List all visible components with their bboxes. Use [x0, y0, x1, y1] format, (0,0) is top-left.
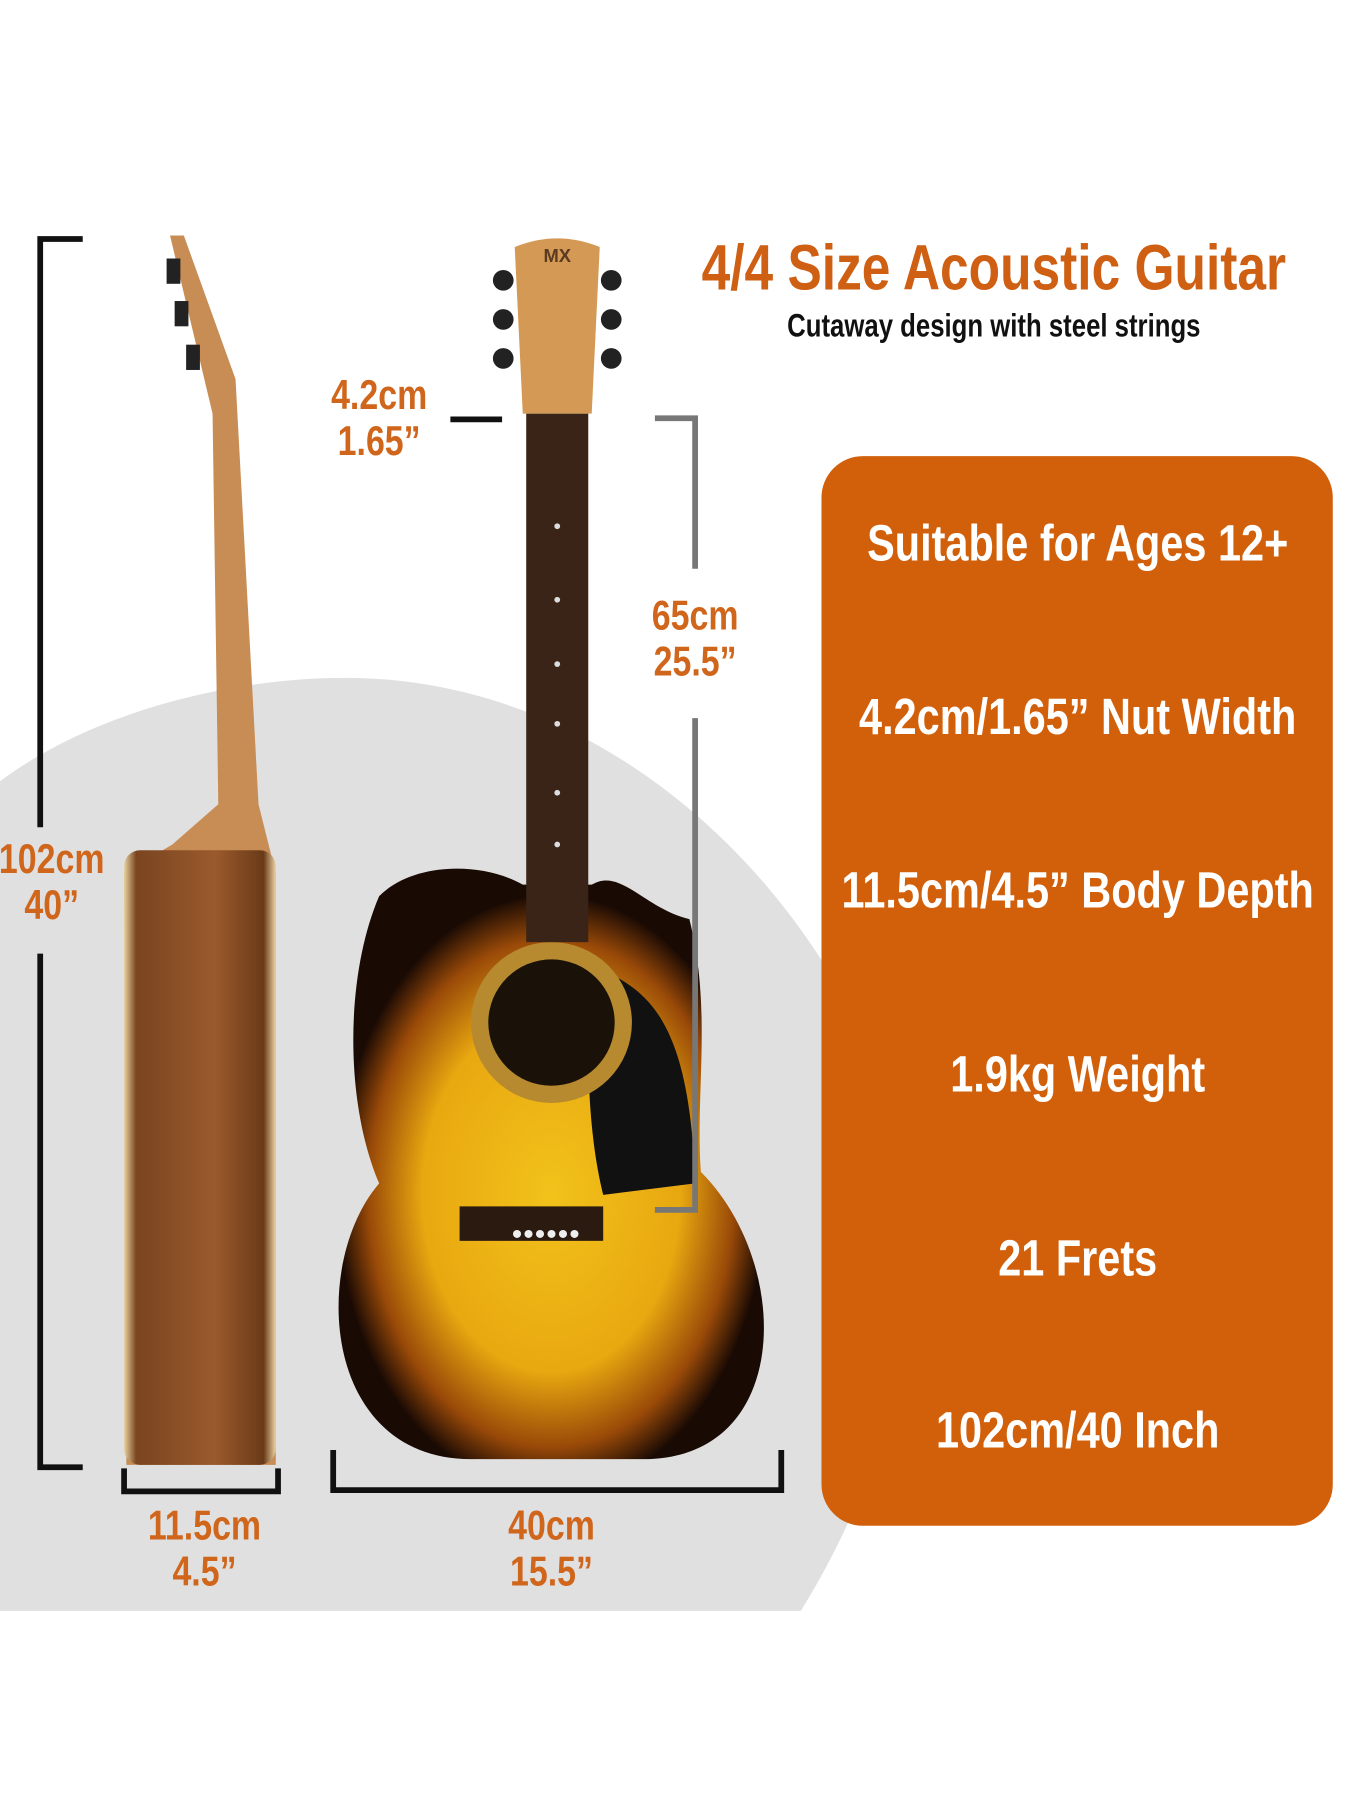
depth-label: 11.5cm 4.5” — [148, 1503, 261, 1594]
nut-cm: 4.2cm — [331, 371, 428, 419]
front-guitar-image: MX — [338, 238, 764, 1460]
logo-mx: MX — [543, 245, 571, 266]
width-label: 40cm 15.5” — [508, 1503, 595, 1594]
width-in: 15.5” — [510, 1547, 593, 1595]
feature-nut-width: 4.2cm/1.65” Nut Width — [859, 689, 1297, 746]
feature-length: 102cm/40 Inch — [935, 1402, 1220, 1460]
dimension-lines — [37, 236, 785, 1495]
scale-in: 25.5” — [653, 637, 737, 685]
nut-in: 1.65” — [337, 416, 421, 464]
feature-frets: 21 Frets — [998, 1230, 1158, 1287]
features-panel: Suitable for Ages 12+ 4.2cm/1.65” Nut Wi… — [821, 456, 1333, 1526]
feature-weight: 1.9kg Weight — [950, 1046, 1206, 1103]
page-title: 4/4 Size Acoustic Guitar — [701, 230, 1287, 304]
depth-cm: 11.5cm — [147, 1501, 262, 1549]
feature-body-depth: 11.5cm/4.5” Body Depth — [841, 862, 1314, 920]
scale-cm: 65cm — [651, 591, 739, 639]
page-subtitle: Cutaway design with steel strings — [787, 307, 1201, 344]
height-label: 102cm 40” — [0, 836, 105, 927]
depth-in: 4.5” — [172, 1547, 237, 1595]
side-guitar-image — [124, 235, 276, 1465]
scale-length-label: 65cm 25.5” — [652, 593, 739, 684]
nut-width-label: 4.2cm 1.65” — [331, 372, 427, 463]
width-cm: 40cm — [508, 1501, 595, 1549]
height-in: 40” — [24, 880, 80, 928]
feature-age: Suitable for Ages 12+ — [867, 515, 1289, 573]
height-cm: 102cm — [0, 835, 105, 883]
